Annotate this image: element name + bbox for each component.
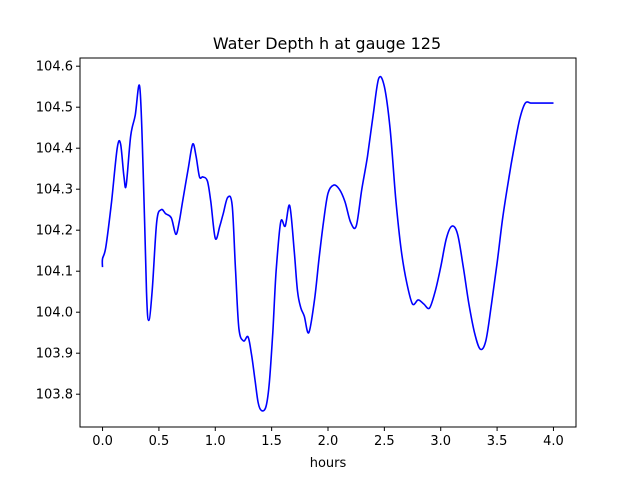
y-tick-label: 104.5 [36, 101, 73, 116]
x-tick-label: 1.5 [261, 434, 282, 449]
y-tick-label: 104.3 [36, 183, 73, 198]
x-tick-label: 4.0 [543, 434, 564, 449]
y-tick-label: 104.4 [36, 142, 73, 157]
x-axis: 0.0 0.5 1.0 1.5 2.0 2.5 3.0 3.5 4.0 [92, 427, 564, 449]
series-line [101, 75, 554, 412]
x-tick-label: 2.0 [318, 434, 339, 449]
y-tick-label: 104.6 [36, 60, 73, 75]
y-axis: 103.8 103.9 104.0 104.1 104.2 104.3 104.4 104.5… [36, 60, 80, 403]
x-tick-label: 2.5 [374, 434, 395, 449]
y-tick-label: 104.1 [36, 265, 73, 280]
y-tick-label: 103.8 [36, 388, 73, 403]
x-tick-label: 1.0 [205, 434, 226, 449]
y-tick-label: 104.0 [36, 306, 73, 321]
x-tick-label: 3.5 [487, 434, 508, 449]
y-tick-label: 103.9 [36, 347, 73, 362]
x-tick-label: 0.0 [92, 434, 113, 449]
x-tick-label: 3.0 [430, 434, 451, 449]
chart-title: Water Depth h at gauge 125 [213, 34, 441, 53]
plot-area [101, 75, 554, 412]
x-axis-label: hours [310, 456, 347, 471]
y-tick-label: 104.2 [36, 224, 73, 239]
x-tick-label: 0.5 [149, 434, 170, 449]
